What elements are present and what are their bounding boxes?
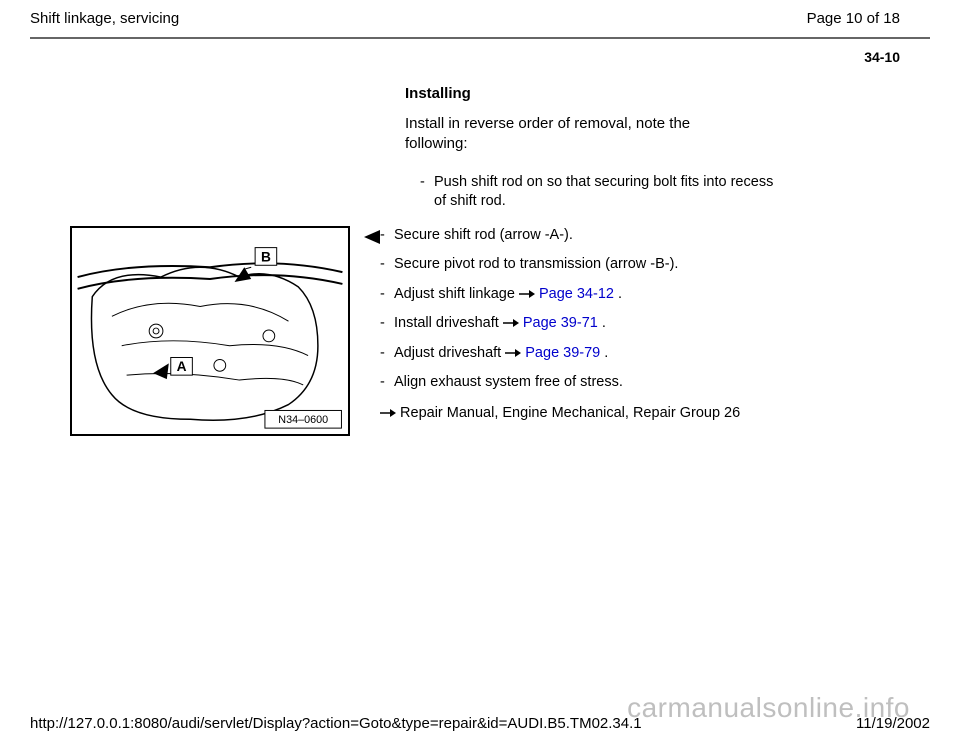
list-item: - Secure shift rod (arrow -A-).: [380, 226, 900, 246]
dash-icon: -: [380, 285, 394, 305]
figure-illustration: B A N34–0600: [70, 226, 350, 436]
section-intro: Install in reverse order of removal, not…: [405, 114, 735, 155]
step-text-pre: Adjust shift linkage: [394, 286, 519, 302]
list-text: Install driveshaft Page 39-71 .: [394, 314, 734, 334]
dash-icon: -: [380, 226, 394, 246]
indicator-arrow-icon: [350, 226, 380, 252]
list-item: - Push shift rod on so that securing bol…: [420, 173, 900, 212]
list-text: Push shift rod on so that securing bolt …: [434, 173, 774, 212]
list-text: Adjust driveshaft Page 39-79 .: [394, 344, 734, 364]
footer-url: http://127.0.0.1:8080/audi/servlet/Displ…: [30, 715, 642, 732]
list-text: Secure pivot rod to transmission (arrow …: [394, 255, 734, 275]
dash-icon: -: [420, 173, 434, 193]
figure-number: N34–0600: [278, 414, 328, 426]
dash-icon: -: [380, 255, 394, 275]
figure-label-a: A: [177, 359, 187, 374]
dash-icon: -: [380, 344, 394, 364]
figure-label-b: B: [261, 249, 271, 264]
step-text-pre: Install driveshaft: [394, 315, 503, 331]
list-text: Adjust shift linkage Page 34-12 .: [394, 285, 734, 305]
step-text-pre: Adjust driveshaft: [394, 345, 505, 361]
list-text: Align exhaust system free of stress.: [394, 373, 734, 393]
header-title: Shift linkage, servicing: [30, 10, 179, 27]
list-text: Secure shift rod (arrow -A-).: [394, 226, 734, 246]
page-link[interactable]: Page 39-79: [525, 345, 600, 361]
list-item: - Align exhaust system free of stress.: [380, 373, 900, 393]
arrow-right-icon: [503, 318, 519, 328]
footer-date: 11/19/2002: [856, 715, 930, 732]
section-heading: Installing: [405, 85, 900, 102]
page-number: 34-10: [0, 39, 960, 65]
page-link[interactable]: Page 39-71: [523, 315, 598, 331]
arrow-right-icon: [380, 408, 396, 418]
arrow-right-icon: [519, 289, 535, 299]
dash-icon: -: [380, 373, 394, 393]
list-item: - Install driveshaft Page 39-71 .: [380, 314, 900, 334]
list-item: - Adjust shift linkage Page 34-12 .: [380, 285, 900, 305]
list-item: - Adjust driveshaft Page 39-79 .: [380, 344, 900, 364]
page-link[interactable]: Page 34-12: [539, 286, 614, 302]
step-text-post: .: [600, 345, 608, 361]
step-text-post: .: [614, 286, 622, 302]
arrow-right-icon: [505, 348, 521, 358]
dash-icon: -: [380, 314, 394, 334]
step-text-post: .: [598, 315, 606, 331]
reference-text: Repair Manual, Engine Mechanical, Repair…: [400, 405, 740, 421]
reference-line: Repair Manual, Engine Mechanical, Repair…: [380, 405, 900, 421]
header-page: Page 10 of 18: [807, 10, 900, 27]
list-item: - Secure pivot rod to transmission (arro…: [380, 255, 900, 275]
